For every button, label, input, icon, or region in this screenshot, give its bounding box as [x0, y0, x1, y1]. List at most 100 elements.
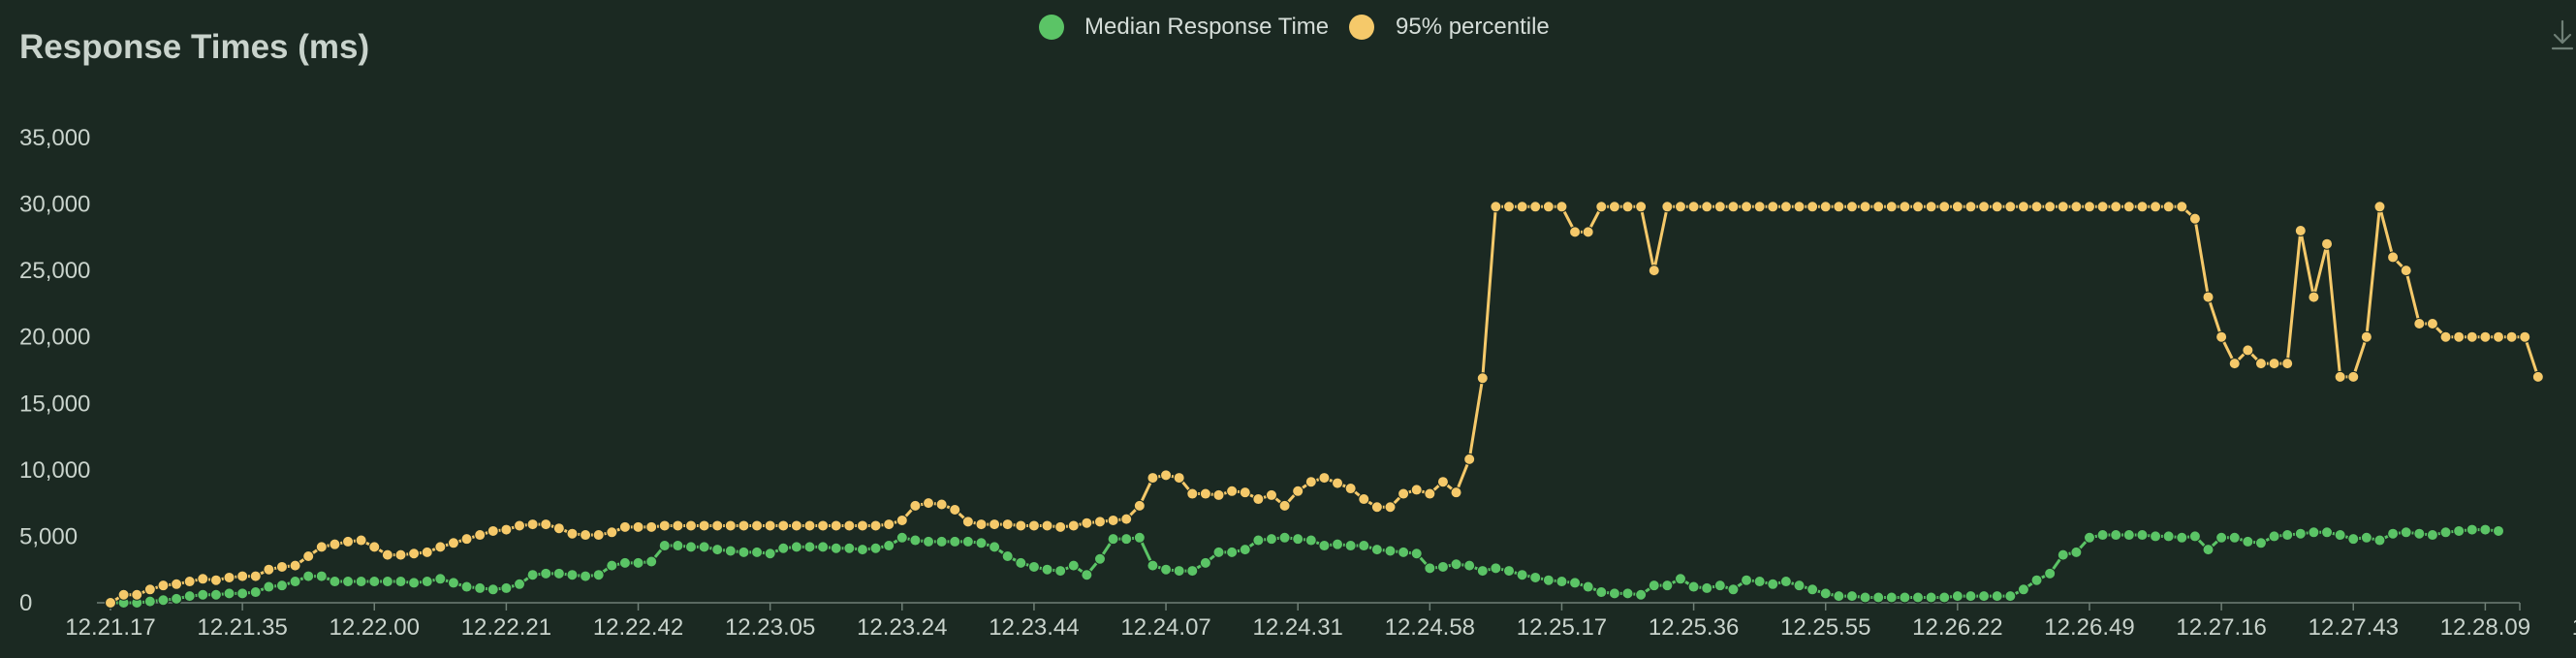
data-point[interactable]: [658, 519, 671, 532]
data-point[interactable]: [592, 569, 605, 581]
data-point[interactable]: [1147, 472, 1159, 485]
data-point[interactable]: [2479, 330, 2492, 343]
data-point[interactable]: [1819, 201, 1832, 213]
data-point[interactable]: [2122, 201, 2135, 213]
data-point[interactable]: [2426, 529, 2438, 542]
data-point[interactable]: [672, 540, 684, 552]
data-point[interactable]: [1912, 201, 1925, 213]
data-point[interactable]: [223, 571, 236, 583]
data-point[interactable]: [909, 499, 922, 512]
data-point[interactable]: [447, 537, 459, 549]
data-point[interactable]: [856, 544, 868, 556]
data-point[interactable]: [830, 542, 842, 554]
data-point[interactable]: [2400, 526, 2412, 539]
data-point[interactable]: [1027, 560, 1040, 573]
data-point[interactable]: [1608, 587, 1620, 600]
data-point[interactable]: [2242, 344, 2254, 357]
data-point[interactable]: [2057, 201, 2069, 213]
data-point[interactable]: [803, 541, 816, 553]
data-point[interactable]: [566, 527, 579, 540]
data-point[interactable]: [1186, 565, 1199, 578]
data-point[interactable]: [1727, 201, 1740, 213]
data-point[interactable]: [1569, 226, 1582, 238]
data-point[interactable]: [2202, 291, 2215, 303]
data-point[interactable]: [764, 548, 776, 560]
data-point[interactable]: [552, 522, 565, 535]
data-point[interactable]: [460, 533, 473, 546]
data-point[interactable]: [711, 544, 724, 556]
data-point[interactable]: [895, 514, 908, 526]
data-point[interactable]: [526, 569, 539, 581]
data-point[interactable]: [1859, 591, 1871, 604]
data-point[interactable]: [923, 535, 935, 548]
data-point[interactable]: [830, 519, 842, 532]
data-point[interactable]: [1015, 556, 1027, 569]
data-point[interactable]: [2439, 526, 2452, 539]
data-point[interactable]: [1687, 580, 1700, 593]
data-point[interactable]: [2360, 531, 2372, 544]
data-point[interactable]: [1661, 201, 1674, 213]
data-point[interactable]: [381, 576, 393, 588]
data-point[interactable]: [989, 518, 1001, 531]
data-point[interactable]: [514, 519, 526, 532]
data-point[interactable]: [606, 526, 618, 539]
data-point[interactable]: [909, 534, 922, 547]
data-point[interactable]: [1779, 576, 1792, 588]
data-point[interactable]: [2057, 548, 2069, 561]
data-point[interactable]: [632, 556, 644, 569]
data-point[interactable]: [1041, 563, 1053, 576]
data-point[interactable]: [487, 583, 499, 596]
data-point[interactable]: [1226, 546, 1239, 558]
data-point[interactable]: [1964, 201, 1977, 213]
legend-item[interactable]: Median Response Time: [1039, 14, 1329, 40]
data-point[interactable]: [1278, 531, 1291, 544]
data-point[interactable]: [1806, 583, 1819, 596]
data-point[interactable]: [1529, 201, 1542, 213]
data-point[interactable]: [1384, 545, 1397, 557]
data-point[interactable]: [315, 541, 328, 553]
data-point[interactable]: [447, 577, 459, 589]
data-point[interactable]: [1450, 558, 1462, 571]
data-point[interactable]: [2176, 531, 2188, 544]
data-point[interactable]: [514, 578, 526, 590]
data-point[interactable]: [698, 519, 710, 532]
data-point[interactable]: [1912, 591, 1925, 604]
data-point[interactable]: [817, 519, 830, 532]
data-point[interactable]: [1741, 574, 1753, 586]
data-point[interactable]: [1648, 580, 1660, 592]
data-point[interactable]: [1436, 476, 1449, 488]
data-point[interactable]: [1424, 487, 1436, 500]
data-point[interactable]: [1595, 586, 1608, 599]
data-point[interactable]: [1476, 372, 1489, 385]
data-point[interactable]: [1450, 486, 1462, 499]
data-point[interactable]: [592, 529, 605, 542]
data-point[interactable]: [474, 581, 487, 594]
data-point[interactable]: [2083, 531, 2095, 544]
data-point[interactable]: [2413, 527, 2426, 540]
data-point[interactable]: [1621, 587, 1634, 600]
data-point[interactable]: [434, 573, 447, 585]
data-point[interactable]: [632, 520, 644, 533]
data-point[interactable]: [368, 576, 381, 588]
data-point[interactable]: [2281, 529, 2294, 542]
data-point[interactable]: [1582, 580, 1594, 593]
data-point[interactable]: [2083, 201, 2095, 213]
data-point[interactable]: [1120, 533, 1133, 546]
data-point[interactable]: [131, 588, 143, 601]
data-point[interactable]: [869, 542, 882, 554]
data-point[interactable]: [1582, 226, 1594, 238]
data-point[interactable]: [2413, 318, 2426, 329]
data-point[interactable]: [2453, 330, 2466, 343]
data-point[interactable]: [1542, 574, 1555, 586]
data-point[interactable]: [223, 587, 236, 600]
data-point[interactable]: [698, 541, 710, 553]
data-point[interactable]: [1951, 590, 1963, 603]
data-point[interactable]: [2176, 201, 2188, 213]
data-point[interactable]: [1067, 559, 1080, 572]
data-point[interactable]: [1872, 201, 1885, 213]
data-point[interactable]: [552, 567, 565, 580]
data-point[interactable]: [1555, 201, 1568, 213]
data-point[interactable]: [1318, 540, 1331, 552]
data-point[interactable]: [2294, 225, 2307, 236]
data-point[interactable]: [500, 523, 513, 536]
